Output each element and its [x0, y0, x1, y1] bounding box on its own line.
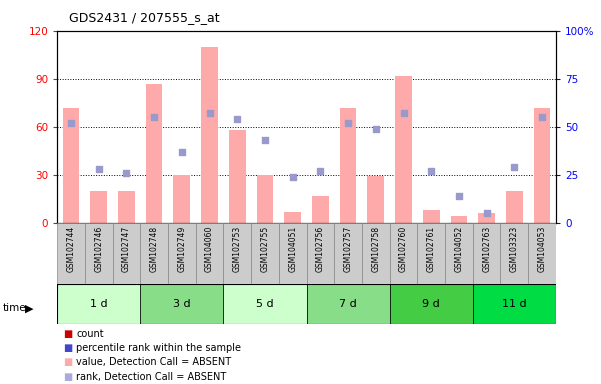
Text: GSM102746: GSM102746 [94, 226, 103, 272]
Bar [506, 191, 523, 223]
Point [66, 120, 76, 126]
Text: GSM102761: GSM102761 [427, 226, 436, 272]
Bar [118, 191, 135, 223]
Text: count: count [76, 329, 104, 339]
Bar [140, 284, 224, 324]
Bar [63, 108, 79, 223]
Text: 1 d: 1 d [90, 299, 108, 310]
Bar [473, 284, 556, 324]
Bar [340, 108, 356, 223]
Bar [395, 76, 412, 223]
Bar [168, 223, 196, 284]
Bar [90, 191, 107, 223]
Bar [451, 216, 467, 223]
Bar [224, 284, 307, 324]
Text: GSM102749: GSM102749 [177, 226, 186, 272]
Text: GSM102756: GSM102756 [316, 226, 325, 272]
Text: GSM104060: GSM104060 [205, 226, 214, 272]
Bar [312, 195, 329, 223]
Bar [307, 223, 334, 284]
Point [205, 110, 215, 116]
Point [94, 166, 103, 172]
Bar [528, 223, 556, 284]
Bar [112, 223, 140, 284]
Bar [57, 223, 85, 284]
Text: ■: ■ [63, 329, 72, 339]
Point [260, 137, 270, 143]
Text: 3 d: 3 d [173, 299, 191, 310]
Text: GSM104053: GSM104053 [537, 226, 546, 272]
Text: 11 d: 11 d [502, 299, 526, 310]
Point [343, 120, 353, 126]
Text: GSM103323: GSM103323 [510, 226, 519, 272]
Bar [445, 223, 473, 284]
Text: GSM102748: GSM102748 [150, 226, 159, 272]
Point [121, 170, 131, 176]
Text: GDS2431 / 207555_s_at: GDS2431 / 207555_s_at [69, 11, 220, 24]
Bar [224, 223, 251, 284]
Bar [257, 175, 273, 223]
Point [316, 168, 325, 174]
Bar [85, 223, 112, 284]
Bar [417, 223, 445, 284]
Text: 7 d: 7 d [339, 299, 357, 310]
Text: percentile rank within the sample: percentile rank within the sample [76, 343, 242, 353]
Bar [57, 284, 140, 324]
Bar [473, 223, 501, 284]
Bar [534, 108, 551, 223]
Point [288, 174, 297, 180]
Bar [334, 223, 362, 284]
Point [510, 164, 519, 170]
Text: value, Detection Call = ABSENT: value, Detection Call = ABSENT [76, 358, 231, 367]
Bar [251, 223, 279, 284]
Text: GSM102744: GSM102744 [67, 226, 76, 272]
Point [149, 114, 159, 120]
Text: ■: ■ [63, 358, 72, 367]
Text: 9 d: 9 d [423, 299, 440, 310]
Bar [140, 223, 168, 284]
Text: ■: ■ [63, 372, 72, 382]
Bar [307, 284, 389, 324]
Bar [478, 213, 495, 223]
Point [427, 168, 436, 174]
Point [482, 210, 492, 216]
Text: GSM102747: GSM102747 [122, 226, 131, 272]
Text: GSM102760: GSM102760 [399, 226, 408, 272]
Text: GSM104051: GSM104051 [288, 226, 297, 272]
Text: GSM102757: GSM102757 [344, 226, 353, 272]
Text: ■: ■ [63, 343, 72, 353]
Point [371, 126, 380, 132]
Bar [196, 223, 224, 284]
Bar [389, 223, 417, 284]
Text: GSM102763: GSM102763 [482, 226, 491, 272]
Text: ▶: ▶ [25, 303, 34, 313]
Bar [229, 130, 246, 223]
Text: GSM102753: GSM102753 [233, 226, 242, 272]
Text: GSM102755: GSM102755 [260, 226, 269, 272]
Point [177, 149, 187, 155]
Point [454, 193, 464, 199]
Text: time: time [3, 303, 26, 313]
Text: rank, Detection Call = ABSENT: rank, Detection Call = ABSENT [76, 372, 227, 382]
Bar [501, 223, 528, 284]
Bar [362, 223, 389, 284]
Bar [389, 284, 473, 324]
Bar [367, 176, 384, 223]
Point [233, 116, 242, 122]
Bar [201, 47, 218, 223]
Bar [284, 212, 301, 223]
Text: 5 d: 5 d [256, 299, 273, 310]
Bar [146, 84, 162, 223]
Text: GSM102758: GSM102758 [371, 226, 380, 272]
Point [537, 114, 547, 120]
Point [398, 110, 408, 116]
Text: GSM104052: GSM104052 [454, 226, 463, 272]
Bar [174, 175, 190, 223]
Bar [279, 223, 307, 284]
Bar [423, 210, 439, 223]
